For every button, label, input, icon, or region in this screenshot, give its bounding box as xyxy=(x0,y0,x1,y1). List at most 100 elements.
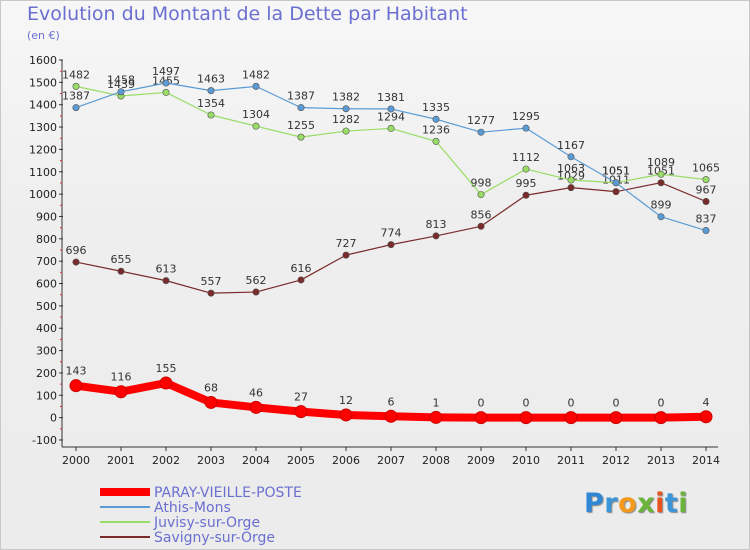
data-label: 1065 xyxy=(692,162,720,175)
data-label: 4 xyxy=(703,396,710,409)
series-juvisy-sur-orge: 1482143914551354130412551282129412369981… xyxy=(62,68,720,199)
data-point xyxy=(657,213,665,221)
data-point xyxy=(297,133,305,141)
data-label: 0 xyxy=(478,397,485,410)
data-label: 1439 xyxy=(107,78,135,91)
data-point xyxy=(477,128,485,136)
data-label: 1051 xyxy=(602,165,630,178)
logo-letter: P xyxy=(584,488,605,519)
y-tick-label: 1200 xyxy=(29,143,57,156)
data-label: 116 xyxy=(111,371,132,384)
logo-letter: o xyxy=(618,488,638,519)
data-label: 557 xyxy=(201,275,222,288)
data-point xyxy=(297,276,305,284)
data-label: 1482 xyxy=(242,68,270,81)
data-label: 1282 xyxy=(332,113,360,126)
data-point xyxy=(204,395,218,409)
data-point xyxy=(252,82,260,90)
y-tick-label: 1600 xyxy=(29,54,57,67)
data-label: 1482 xyxy=(62,68,90,81)
y-tick-label: 200 xyxy=(36,367,57,380)
data-label: 967 xyxy=(696,183,717,196)
series-athis-mons: 1387 1458 1497 1463 1482 1387 1382 1381 1335 1277… xyxy=(62,65,717,235)
x-tick-label: 2001 xyxy=(107,454,135,467)
data-label: 1497 xyxy=(152,65,180,78)
data-point xyxy=(294,405,308,419)
logo-letter: i xyxy=(655,488,665,519)
y-tick-label: 1000 xyxy=(29,188,57,201)
y-tick-label: 400 xyxy=(36,322,57,335)
data-point xyxy=(387,124,395,132)
x-tick-label: 2000 xyxy=(62,454,90,467)
data-point xyxy=(432,137,440,145)
data-label: 46 xyxy=(249,386,263,399)
data-point xyxy=(252,122,260,130)
data-label: 1381 xyxy=(377,91,405,104)
proxiti-logo: Proxiti xyxy=(584,488,688,519)
data-point xyxy=(339,408,353,422)
data-point xyxy=(117,267,125,275)
data-point xyxy=(612,188,620,196)
data-point xyxy=(567,176,575,184)
legend-label: Athis-Mons xyxy=(154,500,231,516)
data-point xyxy=(522,165,530,173)
data-point xyxy=(567,153,575,161)
data-label: 143 xyxy=(66,365,87,378)
series-line xyxy=(75,82,707,232)
data-label: 1387 xyxy=(287,90,315,103)
data-label: 68 xyxy=(204,381,218,394)
data-label: 0 xyxy=(568,397,575,410)
x-tick-label: 2005 xyxy=(287,454,315,467)
data-label: 1167 xyxy=(557,139,585,152)
legend-label: Savigny-sur-Orge xyxy=(154,530,275,546)
data-point xyxy=(702,197,710,205)
x-tick-label: 2006 xyxy=(332,454,360,467)
legend-item: Athis-Mons xyxy=(100,500,231,516)
data-point xyxy=(207,111,215,119)
x-tick-label: 2004 xyxy=(242,454,270,467)
data-label: 774 xyxy=(381,227,402,240)
data-label: 0 xyxy=(613,397,620,410)
data-label: 0 xyxy=(523,397,530,410)
data-label: 562 xyxy=(246,274,267,287)
data-label: 696 xyxy=(66,244,87,257)
y-tick-label: 300 xyxy=(36,345,57,358)
data-point xyxy=(297,104,305,112)
data-point xyxy=(654,411,668,425)
data-point xyxy=(342,105,350,113)
y-tick-label: 1300 xyxy=(29,121,57,134)
data-point xyxy=(522,191,530,199)
data-label: 1 xyxy=(433,396,440,409)
data-label: 1458 xyxy=(107,74,135,87)
legend-label: Juvisy-sur-Orge xyxy=(153,515,260,531)
data-label: 1029 xyxy=(557,170,585,183)
data-label: 998 xyxy=(471,177,492,190)
data-point xyxy=(162,79,170,87)
data-point xyxy=(612,179,620,187)
data-point xyxy=(207,87,215,95)
chart-subtitle: (en €) xyxy=(27,29,60,42)
data-point xyxy=(564,411,578,425)
legend-item: Savigny-sur-Orge xyxy=(100,530,275,546)
logo-letter: r xyxy=(604,488,619,519)
data-label: 155 xyxy=(156,362,177,375)
data-point xyxy=(207,289,215,297)
data-label: 1255 xyxy=(287,119,315,132)
data-label: 856 xyxy=(471,208,492,221)
data-label: 655 xyxy=(111,253,132,266)
data-label: 813 xyxy=(426,218,447,231)
data-point xyxy=(702,176,710,184)
data-point xyxy=(117,88,125,96)
data-point xyxy=(567,184,575,192)
logo-letter: i xyxy=(678,488,689,519)
data-label: 727 xyxy=(336,237,357,250)
data-label: 1089 xyxy=(647,156,675,169)
data-point xyxy=(114,385,128,399)
x-tick-label: 2002 xyxy=(152,454,180,467)
data-label: 1387 xyxy=(62,90,90,103)
x-tick-label: 2008 xyxy=(422,454,450,467)
data-label: 1277 xyxy=(467,114,495,127)
data-label: 12 xyxy=(339,394,353,407)
data-label: 899 xyxy=(651,199,672,212)
